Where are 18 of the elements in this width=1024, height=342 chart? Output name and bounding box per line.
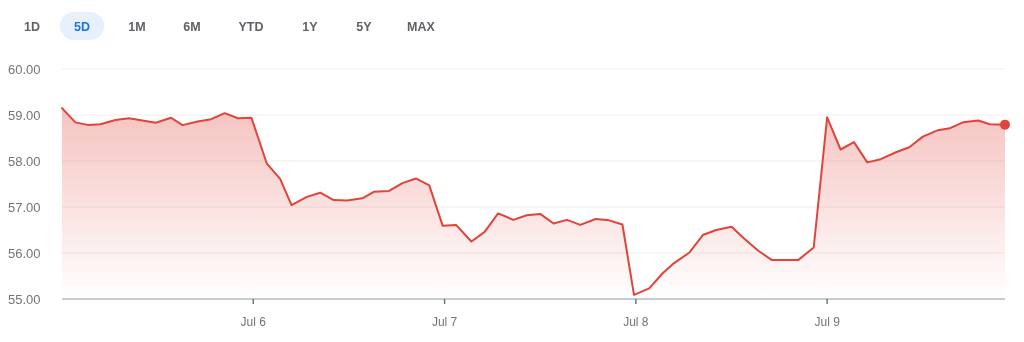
x-tick-label: Jul 8 <box>623 315 649 329</box>
text: MAX <box>407 20 436 34</box>
y-tick-label: 57.00 <box>8 200 41 215</box>
text: 6M <box>183 20 201 34</box>
y-tick-label: 60.00 <box>8 62 41 77</box>
text: 5Y <box>356 20 373 34</box>
text: YTD <box>238 20 264 34</box>
y-tick-label: 59.00 <box>8 108 41 123</box>
text: 1D <box>24 20 40 34</box>
y-tick-label: 56.00 <box>8 246 41 261</box>
x-tick-label: Jul 7 <box>431 315 458 329</box>
y-tick-label: 55.00 <box>8 292 41 307</box>
text: 1M <box>128 20 146 34</box>
text: 1Y <box>302 20 319 34</box>
x-tick-label: Jul 6 <box>240 315 267 329</box>
y-tick-label: 58.00 <box>8 154 41 169</box>
x-tick-label: Jul 9 <box>814 315 841 329</box>
text: 5D <box>74 20 90 34</box>
